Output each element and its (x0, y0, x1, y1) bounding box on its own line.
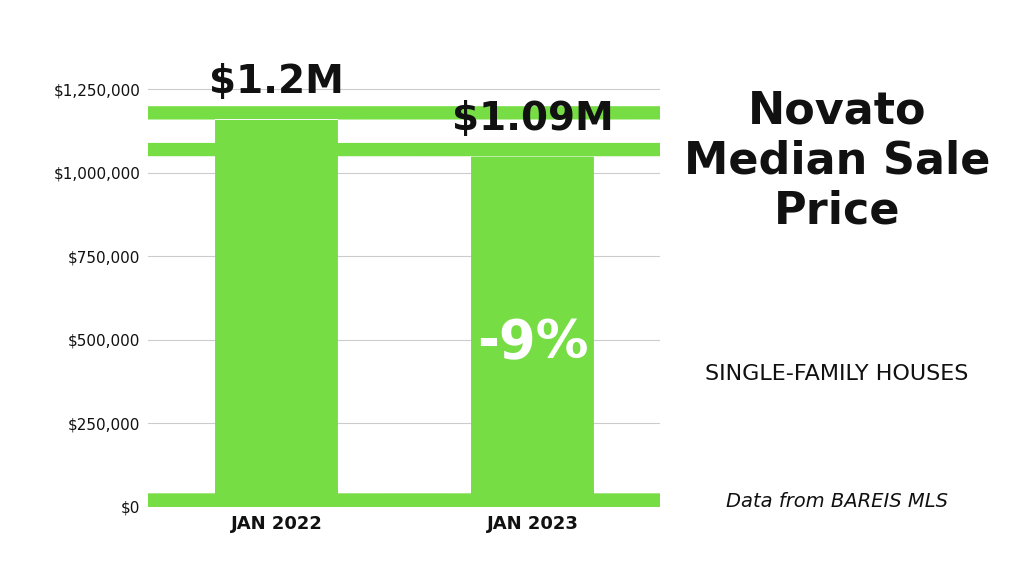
Text: Data from BAREIS MLS: Data from BAREIS MLS (726, 492, 948, 510)
Text: $1.09M: $1.09M (452, 100, 613, 138)
Text: SINGLE-FAMILY HOUSES: SINGLE-FAMILY HOUSES (706, 365, 969, 384)
FancyBboxPatch shape (0, 143, 1024, 507)
Bar (215, 487, 338, 507)
Bar (471, 487, 594, 507)
Text: -9%: -9% (477, 317, 588, 369)
FancyBboxPatch shape (0, 106, 1024, 507)
Text: Novato
Median Sale
Price: Novato Median Sale Price (684, 90, 990, 233)
Text: $1.2M: $1.2M (209, 63, 344, 101)
